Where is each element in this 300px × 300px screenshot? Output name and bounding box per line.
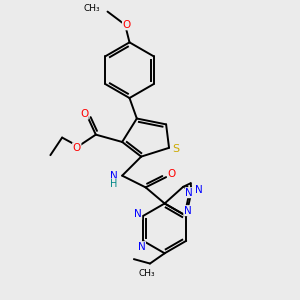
Text: O: O <box>80 109 88 119</box>
Text: N: N <box>195 185 203 195</box>
Text: N: N <box>138 242 146 252</box>
Text: CH₃: CH₃ <box>84 4 100 13</box>
Text: N: N <box>134 209 142 220</box>
Text: CH₃: CH₃ <box>139 269 155 278</box>
Text: S: S <box>172 144 179 154</box>
Text: O: O <box>168 169 176 179</box>
Text: O: O <box>73 143 81 153</box>
Text: N: N <box>110 171 118 181</box>
Text: N: N <box>185 188 193 198</box>
Text: N: N <box>184 206 192 216</box>
Text: O: O <box>122 20 131 30</box>
Text: H: H <box>110 179 118 189</box>
